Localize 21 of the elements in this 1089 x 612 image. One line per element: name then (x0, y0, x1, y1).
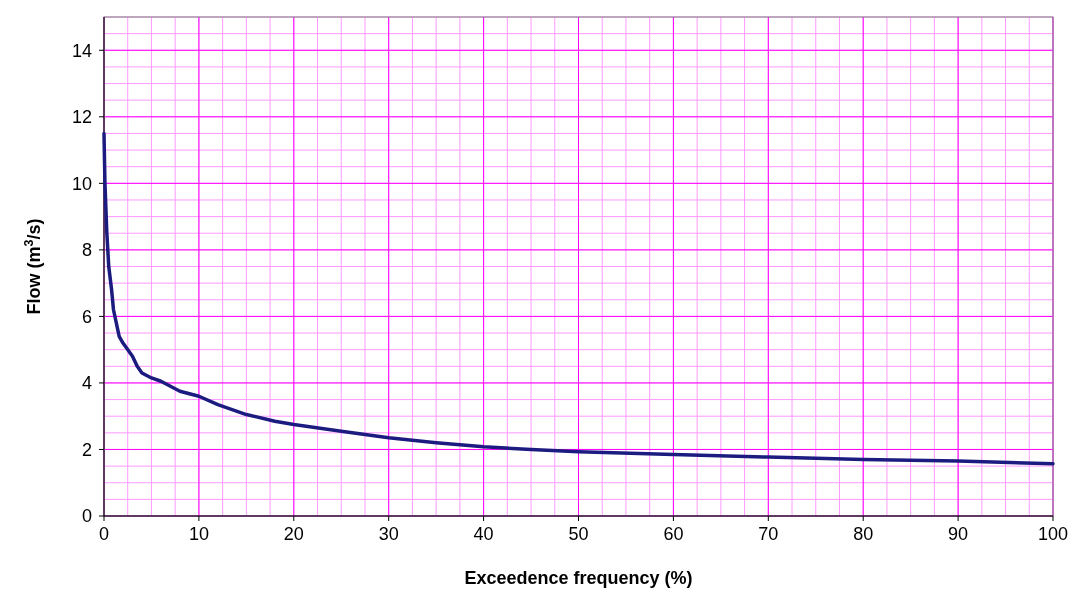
x-tick-label: 90 (948, 524, 969, 544)
x-tick-label: 0 (98, 524, 110, 544)
y-tick-label: 0 (81, 506, 92, 527)
y-tick-label: 8 (81, 240, 92, 261)
x-tick-label: 100 (1037, 524, 1069, 544)
x-tick-label: 80 (853, 524, 874, 544)
y-tick-label: 12 (71, 107, 92, 128)
x-tick-label: 70 (758, 524, 779, 544)
x-tick-label: 10 (188, 524, 209, 544)
y-tick-label: 10 (71, 173, 92, 194)
y-tick-label: 4 (81, 373, 92, 394)
line-series (102, 131, 1055, 466)
y-tick-label: 6 (81, 306, 92, 327)
x-tick-label: 20 (283, 524, 304, 544)
x-tick-label: 30 (378, 524, 399, 544)
x-tick-label: 40 (473, 524, 494, 544)
y-tick-label: 2 (81, 439, 92, 460)
x-axis-title: Exceedence frequency (%) (464, 568, 693, 588)
x-tick-label: 60 (663, 524, 684, 544)
x-tick-label: 50 (568, 524, 589, 544)
y-tick-label: 14 (71, 40, 92, 61)
